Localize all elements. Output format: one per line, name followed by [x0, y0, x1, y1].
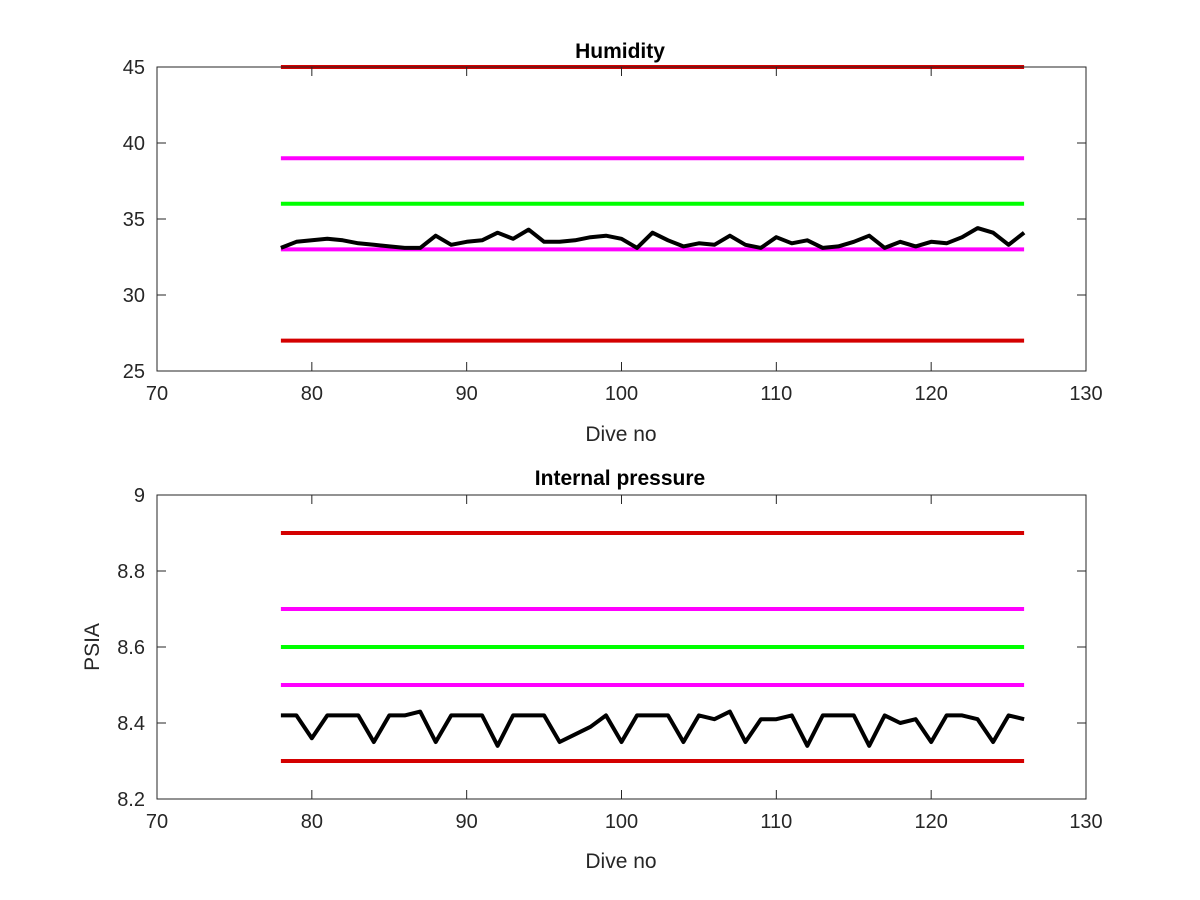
humidity-xtick-label: 120 — [914, 383, 947, 405]
humidity-plot: Humidity 70 80 90 100 110 120 130 25 30 35 40 45 Di… — [123, 40, 1103, 446]
pressure-xtick-label: 80 — [301, 811, 323, 833]
pressure-series — [280, 531, 1025, 763]
pressure-xlabel: Dive no — [585, 850, 656, 873]
pressure-xtick-label: 120 — [914, 811, 947, 833]
pressure-xtick-label: 70 — [146, 811, 168, 833]
pressure-ytick-label: 8.4 — [117, 713, 145, 735]
pressure-xtick-label: 90 — [456, 811, 478, 833]
humidity-xtick-label: 110 — [760, 383, 792, 405]
pressure-title: Internal pressure — [535, 467, 705, 490]
pressure-ylabel: PSIA — [81, 623, 104, 671]
pressure-ytick-label: 8.2 — [117, 789, 145, 811]
humidity-xtick-label: 70 — [146, 383, 168, 405]
pressure-ticks: 70 80 90 100 110 120 130 8.2 8.4 8.6 8.8 9 — [117, 485, 1103, 833]
humidity-ytick-label: 30 — [123, 285, 145, 307]
humidity-title: Humidity — [575, 40, 665, 63]
pressure-xtick-label: 110 — [760, 811, 792, 833]
pressure-xtick-label: 100 — [605, 811, 638, 833]
humidity-xtick-label: 100 — [605, 383, 638, 405]
humidity-xtick-label: 130 — [1069, 383, 1102, 405]
pressure-series-line-5 — [280, 709, 1025, 748]
humidity-xlabel: Dive no — [585, 423, 656, 446]
humidity-ytick-label: 25 — [123, 361, 145, 383]
humidity-series-line-5 — [280, 226, 1026, 250]
humidity-ytick-label: 45 — [123, 57, 145, 79]
humidity-ytick-label: 35 — [123, 209, 145, 231]
humidity-xtick-label: 90 — [456, 383, 478, 405]
humidity-ticks: 70 80 90 100 110 120 130 25 30 35 40 45 — [123, 57, 1103, 405]
pressure-ytick-label: 8.6 — [117, 637, 145, 659]
pressure-plot: Internal pressure 70 80 90 100 110 120 130 8.2 8… — [81, 467, 1103, 873]
pressure-xtick-label: 130 — [1069, 811, 1102, 833]
pressure-ytick-label: 9 — [134, 485, 145, 507]
humidity-series — [280, 65, 1026, 343]
humidity-axes-box — [156, 66, 1087, 372]
pressure-ytick-label: 8.8 — [117, 561, 145, 583]
humidity-xtick-label: 80 — [301, 383, 323, 405]
humidity-ytick-label: 40 — [123, 133, 145, 155]
